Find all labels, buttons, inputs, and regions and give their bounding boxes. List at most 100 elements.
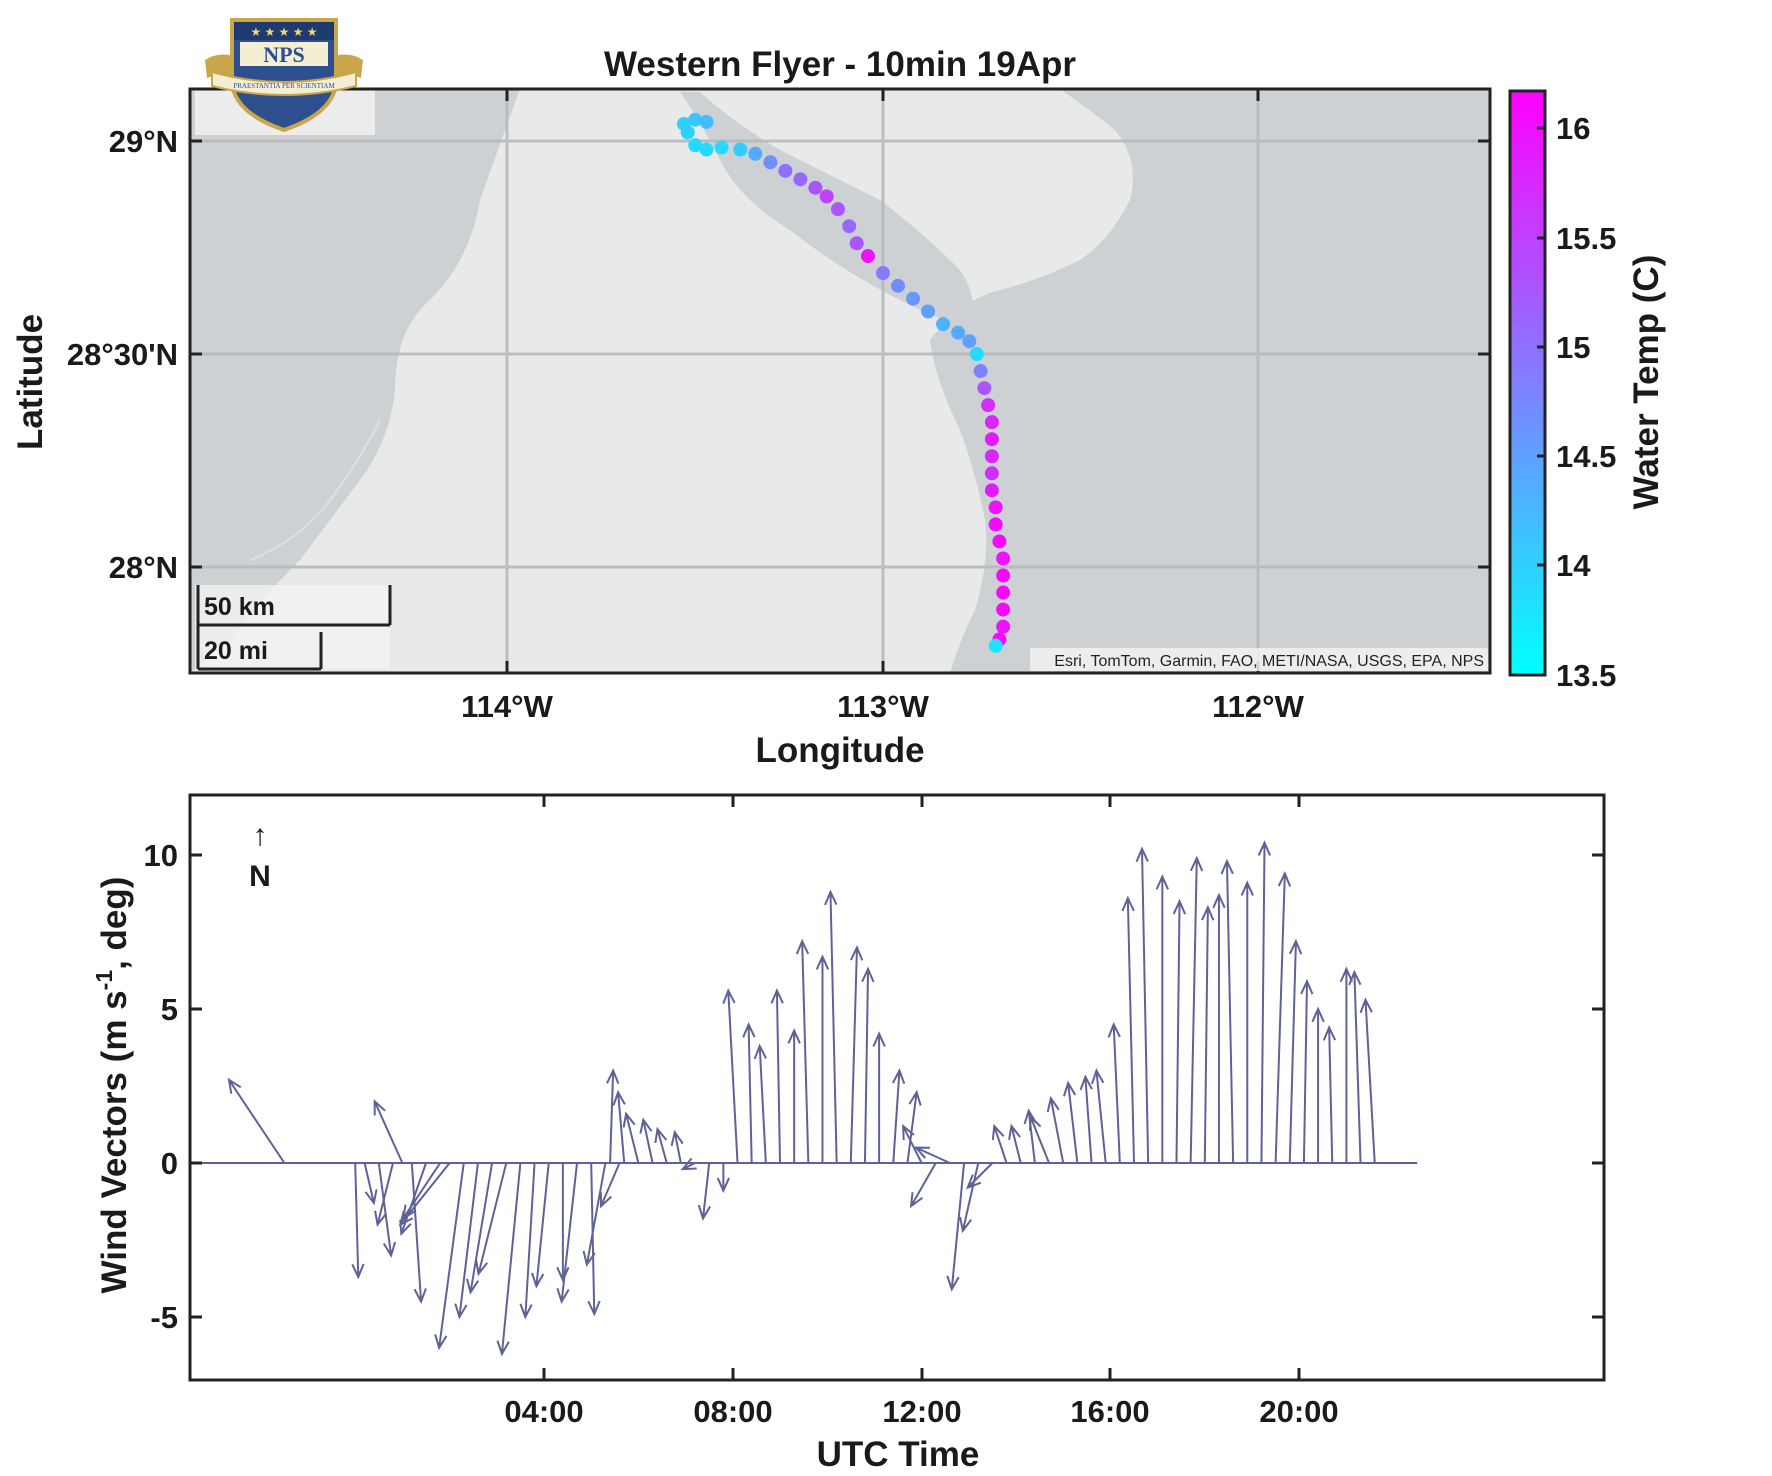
- coast-detail: [249, 419, 381, 561]
- wind-vector-arrow: [722, 988, 739, 1164]
- colorbar-tick: 15: [1556, 330, 1590, 365]
- wind-vector-arrow: [1300, 978, 1314, 1164]
- wind-vector-arrow: [466, 1162, 494, 1295]
- map-ytick: 28°N: [109, 550, 178, 585]
- wind-vector-arrow: [742, 1021, 756, 1164]
- wind-vector-arrow: [906, 1089, 922, 1164]
- track-point: [778, 163, 793, 178]
- wind-vector-arrow: [795, 938, 810, 1164]
- basemap: [190, 89, 1490, 673]
- map-gridlines: [190, 89, 1490, 673]
- land-baja: [190, 89, 520, 673]
- track-point: [984, 483, 999, 498]
- wind-vector-arrow: [680, 1157, 697, 1171]
- colorbar-tick: 16: [1556, 111, 1590, 146]
- track-point: [699, 114, 714, 129]
- wind-xlabel: UTC Time: [817, 1435, 980, 1474]
- track-point: [996, 551, 1011, 566]
- wind-vector-arrow: [1220, 858, 1235, 1164]
- wind-vector-arrow: [556, 1163, 570, 1283]
- wind-vector-arrow: [1339, 966, 1354, 1163]
- scale-mi-label: 20 mi: [204, 637, 268, 665]
- north-arrow-icon: ↑: [253, 819, 268, 852]
- track-point: [951, 325, 966, 340]
- track-point: [996, 568, 1011, 583]
- track-point: [819, 189, 834, 204]
- track-point: [748, 146, 763, 161]
- wind-vector-arrow: [363, 1162, 378, 1206]
- map-xtick: 113°W: [837, 689, 929, 724]
- wind-ylabel-sup: -1: [91, 970, 117, 991]
- ship-track: [676, 112, 1011, 653]
- wind-vector-arrow: [475, 1162, 508, 1277]
- wind-vector-arrow: [1322, 1025, 1337, 1164]
- logo-motto: PRAESTANTIA PER SCIENTIAM: [233, 82, 335, 90]
- wind-vector-arrow: [587, 1162, 601, 1317]
- track-point: [842, 219, 857, 234]
- track-point: [763, 155, 778, 170]
- track-point: [988, 638, 1003, 653]
- wind-xtick: 08:00: [693, 1394, 772, 1429]
- wind-frame: [188, 793, 1606, 1382]
- wind-vector-arrow: [670, 1129, 684, 1164]
- track-point: [996, 619, 1011, 634]
- track-point: [849, 236, 864, 251]
- wind-vector-arrow: [1189, 855, 1204, 1164]
- map-ytick: 28°30'N: [67, 337, 178, 372]
- track-point: [969, 347, 984, 361]
- track-point: [981, 398, 996, 413]
- wind-vector-arrow: [861, 966, 875, 1164]
- wind-vector-arrow: [991, 1123, 1008, 1164]
- wind-vector-arrow: [639, 1117, 654, 1164]
- track-point: [996, 602, 1011, 617]
- track-point: [688, 112, 703, 127]
- map-xlabel: Longitude: [755, 731, 924, 770]
- attribution-backdrop: [1030, 648, 1488, 671]
- wind-vector-arrow: [1172, 898, 1187, 1164]
- wind-vector-arrow: [1091, 1068, 1107, 1164]
- wind-ylabel-main: Wind Vectors (m s: [95, 990, 134, 1293]
- wind-ytick: 0: [161, 1146, 178, 1181]
- map-ylabel: Latitude: [11, 314, 50, 450]
- wind-ylabel: Wind Vectors (m s-1, deg): [91, 877, 134, 1294]
- scale-bar: 50 km 20 mi: [195, 585, 392, 671]
- track-point: [733, 142, 748, 157]
- track-point: [984, 432, 999, 447]
- wind-xtick: 12:00: [882, 1394, 961, 1429]
- track-point: [830, 202, 845, 217]
- wind-vector-arrow: [599, 1162, 621, 1209]
- track-point: [973, 364, 988, 379]
- svg-text:★ ★ ★ ★ ★: ★ ★ ★ ★ ★: [250, 25, 317, 39]
- nps-logo: ★ ★ ★ ★ ★ NPS PRAESTANTIA PER SCIENTIAM: [205, 18, 363, 133]
- colorbar-tick: 13.5: [1556, 658, 1616, 693]
- wind-vector-arrow: [815, 954, 830, 1163]
- wind-vector-arrow: [959, 1162, 980, 1234]
- track-point: [977, 381, 992, 396]
- colorbar-tick: 15.5: [1556, 221, 1616, 256]
- colorbar-gradient: [1508, 89, 1547, 677]
- logo-text: NPS: [263, 42, 305, 67]
- wind-vector-arrow: [454, 1162, 479, 1320]
- wind-vector-arrow: [1121, 895, 1135, 1164]
- land-island-small: [1027, 253, 1050, 276]
- track-point: [906, 291, 921, 306]
- wind-vector-arrow: [697, 1162, 711, 1221]
- track-point: [984, 466, 999, 481]
- wind-vector-arrow: [1046, 1095, 1065, 1164]
- wind-vector-arrow: [374, 1162, 394, 1227]
- wind-vector-arrow: [770, 988, 784, 1164]
- wind-vector-arrow: [1257, 840, 1272, 1164]
- track-point: [984, 449, 999, 464]
- wind-vector-arrow: [227, 1077, 286, 1164]
- wind-vector-arrow: [1348, 969, 1362, 1164]
- land-sonora: [930, 89, 1490, 673]
- wind-vector-arrow: [909, 1162, 937, 1209]
- wind-vector-arrow: [716, 1163, 730, 1194]
- wind-ytick: 5: [161, 992, 178, 1027]
- wind-vector-arrow: [753, 1043, 767, 1164]
- wind-vector-arrow: [401, 1162, 441, 1221]
- track-point: [699, 142, 714, 157]
- track-point: [808, 180, 823, 195]
- track-point: [688, 138, 703, 153]
